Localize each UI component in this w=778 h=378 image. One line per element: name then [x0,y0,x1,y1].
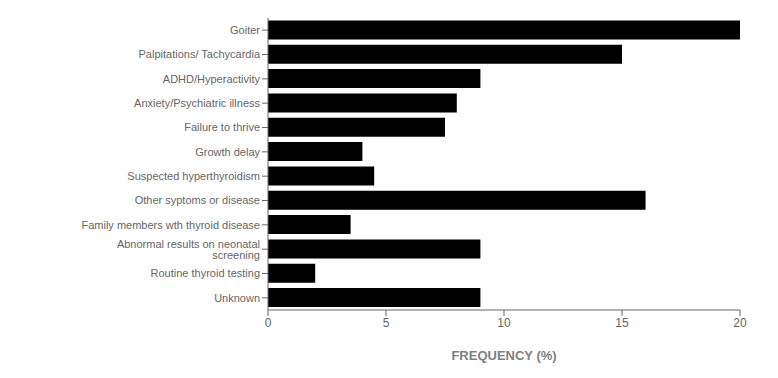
svg-text:Family members wth thyroid dis: Family members wth thyroid disease [81,219,260,231]
svg-text:10: 10 [497,316,511,330]
svg-text:20: 20 [733,316,747,330]
svg-text:Suspected hyperthyroidism: Suspected hyperthyroidism [127,170,260,182]
svg-text:Failure to thrive: Failure to thrive [184,121,260,133]
svg-text:FREQUENCY (%): FREQUENCY (%) [451,348,556,363]
svg-text:Abnormal results on neonatalsc: Abnormal results on neonatalscreening [117,238,260,261]
svg-text:0: 0 [265,316,272,330]
svg-text:Unknown: Unknown [214,292,260,304]
svg-text:15: 15 [615,316,629,330]
svg-text:ADHD/Hyperactivity: ADHD/Hyperactivity [163,73,261,85]
svg-text:5: 5 [383,316,390,330]
svg-text:Goiter: Goiter [230,24,260,36]
svg-text:Growth delay: Growth delay [195,146,260,158]
svg-text:Other syptoms or disease: Other syptoms or disease [135,194,260,206]
svg-text:Routine thyroid testing: Routine thyroid testing [151,267,260,279]
svg-text:Palpitations/ Tachycardia: Palpitations/ Tachycardia [139,48,261,60]
svg-text:Anxiety/Psychiatric illness: Anxiety/Psychiatric illness [134,97,260,109]
